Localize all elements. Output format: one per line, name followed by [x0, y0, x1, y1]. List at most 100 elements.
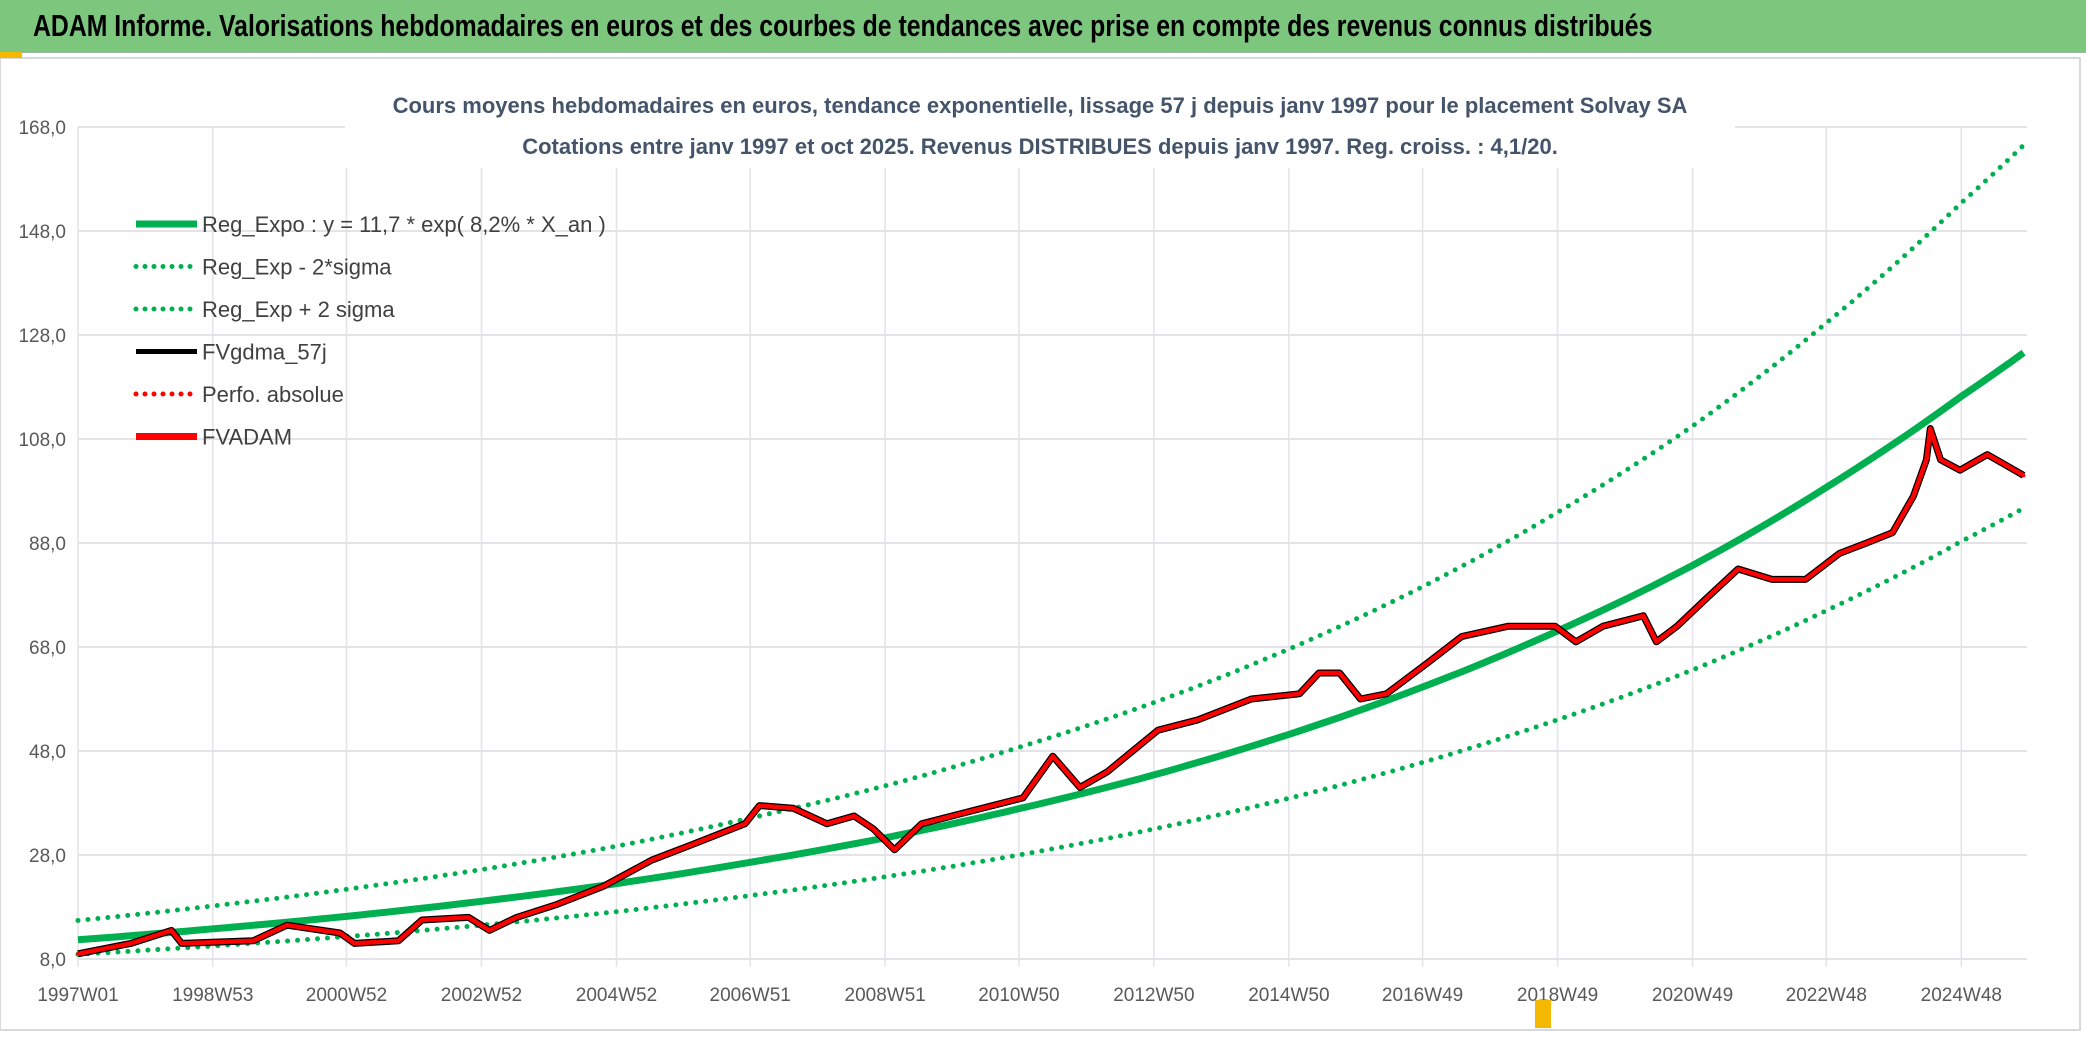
fvadam-point [1641, 614, 1646, 618]
fvadam-point [1837, 551, 1842, 556]
fvadam-point [1384, 692, 1389, 696]
legend-label: FVADAM [202, 425, 292, 450]
fvadam-point [1803, 577, 1808, 582]
x-tick-label: 2014W50 [1248, 985, 1329, 1006]
fvadam-point [757, 803, 762, 808]
fvadam-point [1890, 530, 1895, 535]
fvadam-point [601, 884, 606, 888]
chart-title: Cours moyens hebdomadaires en euros, ten… [393, 93, 1688, 118]
fvadam-point [1985, 452, 1990, 457]
fvadam-point [1654, 640, 1659, 644]
fvadam-point [690, 842, 694, 847]
x-tick-label: 2004W52 [576, 985, 657, 1006]
x-tick-label: 2012W50 [1113, 985, 1194, 1006]
fvadam-point [420, 918, 424, 922]
fvadam-point [1928, 426, 1933, 431]
fvadam-point [825, 822, 829, 826]
fvadam-point [1297, 692, 1302, 696]
x-tick-label: 2018W49 [1517, 985, 1598, 1006]
fvadam-point [1601, 624, 1605, 628]
legend-entry: Reg_Exp + 2 sigma [133, 297, 395, 322]
fvadam-point [251, 939, 255, 943]
x-tick-label: 1997W01 [37, 985, 118, 1006]
legend-entry: Reg_Expo : y = 11,7 * exp( 8,2% * X_an ) [136, 212, 606, 237]
fvadam-point [1317, 671, 1321, 675]
y-tick-label: 128,0 [18, 326, 66, 347]
fvadam-point [76, 952, 80, 956]
fvadam-point [1156, 728, 1160, 732]
series-reg-exp-minus-2sigma [75, 505, 2027, 957]
fvadam-point [169, 928, 174, 933]
x-tick-label: 2022W48 [1786, 985, 1867, 1006]
fvadam-point [1337, 671, 1342, 675]
fvadam-point [1553, 624, 1557, 628]
y-tick-label: 88,0 [29, 534, 66, 555]
x-tick-label: 1998W53 [172, 985, 253, 1006]
legend-label: Reg_Exp + 2 sigma [202, 297, 395, 322]
legend-label: FVgdma_57j [202, 340, 327, 365]
header-accent [0, 52, 22, 58]
x-tick-label: 2010W50 [978, 985, 1059, 1006]
x-tick-label: 2006W51 [710, 985, 791, 1006]
fvadam-point [1938, 458, 1943, 462]
legend-label: Perfo. absolue [202, 382, 344, 407]
fvadam-point [352, 941, 357, 946]
fvadam-point [1736, 567, 1740, 571]
legend-entry: FVADAM [136, 425, 292, 450]
y-tick-label: 28,0 [29, 846, 66, 867]
y-tick-label: 68,0 [29, 638, 66, 659]
y-tick-label: 168,0 [18, 118, 66, 139]
x-tick-label: 2000W52 [306, 985, 387, 1006]
fvadam-point [1574, 640, 1578, 644]
y-tick-label: 108,0 [18, 430, 66, 451]
fvadam-point [852, 814, 856, 818]
fvadam-point [649, 858, 654, 862]
fvadam-point [919, 822, 924, 826]
fvadam-point [960, 811, 964, 816]
fvadam-point [1506, 624, 1511, 628]
fvadam-point [2021, 473, 2026, 478]
y-tick-label: 148,0 [18, 222, 66, 243]
fvadam-point [892, 848, 897, 852]
page-title: ADAM Informe. Valorisations hebdomadaire… [33, 8, 1653, 43]
fvadam-point [338, 931, 342, 935]
fvadam-point [1702, 598, 1707, 602]
x-axis: 1997W01 1998W53 2000W52 2002W52 2004W52 2006W… [37, 985, 2002, 1006]
legend-entry: Reg_Exp - 2*sigma [133, 255, 392, 280]
fvadam-point [285, 923, 289, 927]
fvadam-point [1911, 494, 1916, 499]
plot-area [75, 142, 2027, 958]
y-tick-label: 48,0 [29, 742, 66, 763]
series-reg-exp-plus-2sigma [75, 142, 2027, 923]
fvadam-point [1924, 458, 1929, 462]
x-tick-label: 2024W48 [1921, 985, 2002, 1006]
fvadam-point [1770, 577, 1774, 582]
x-tick-label: 2008W51 [845, 985, 926, 1006]
fvadam-point [1105, 770, 1110, 774]
fvadam-point [743, 822, 747, 826]
x-tick-label: 2016W49 [1382, 985, 1463, 1006]
fvadam-point [1196, 718, 1200, 722]
legend-label: Reg_Expo : y = 11,7 * exp( 8,2% * X_an ) [202, 212, 606, 237]
fvadam-point [555, 902, 559, 907]
fvadam-point [1958, 468, 1962, 473]
fvadam-point [1050, 754, 1055, 758]
fvadam-point [466, 915, 471, 920]
series-reg-expo [77, 349, 2026, 944]
fvadam-point [1459, 634, 1464, 639]
x-tick-label: 2020W49 [1652, 985, 1733, 1006]
fvadam-point [179, 941, 184, 946]
fvadam-point [1864, 541, 1869, 545]
y-tick-label: 8,0 [40, 950, 66, 971]
fvadam-point [1675, 624, 1679, 628]
fvadam-point [129, 941, 133, 946]
legend: Reg_Expo : y = 11,7 * exp( 8,2% * X_an )… [133, 212, 606, 450]
fvadam-point [396, 939, 401, 943]
header-bar: ADAM Informe. Valorisations hebdomadaire… [0, 0, 2086, 53]
y-axis: 8,0 28,0 48,0 68,0 88,0 108,0 128,0 148,0 168,0 [18, 118, 66, 971]
x-tick-label: 2002W52 [441, 985, 522, 1006]
fvadam-point [514, 915, 519, 920]
legend-entry: FVgdma_57j [136, 340, 327, 365]
chart-subtitle: Cotations entre janv 1997 et oct 2025. R… [522, 134, 1558, 159]
